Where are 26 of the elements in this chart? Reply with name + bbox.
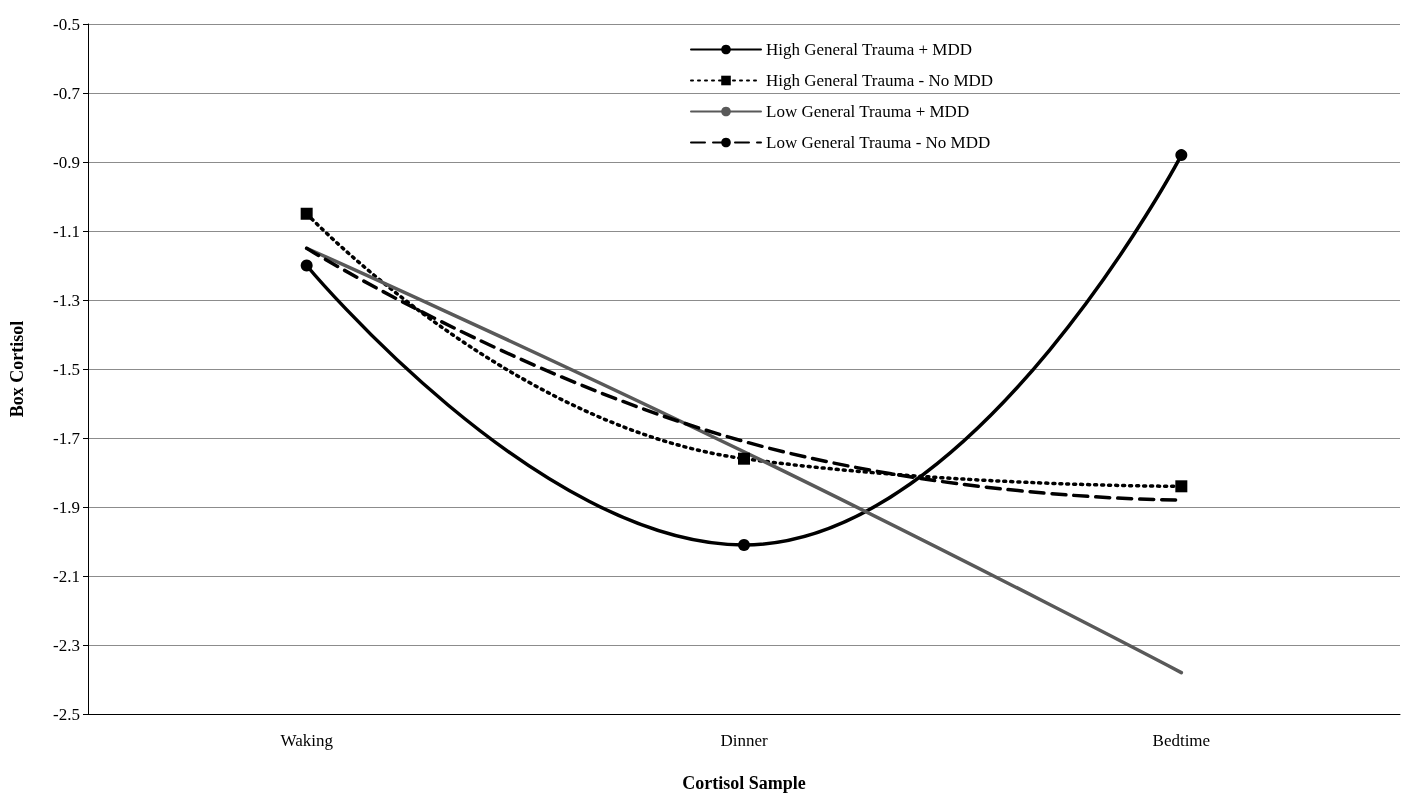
y-tick-label: -2.5 — [53, 704, 80, 724]
x-axis-title: Cortisol Sample — [682, 773, 806, 793]
legend-label: Low General Trauma + MDD — [766, 102, 970, 121]
y-tick-label: -1.7 — [53, 428, 81, 448]
y-axis-title: Box Cortisol — [7, 320, 27, 418]
y-tick-label: -0.7 — [53, 83, 81, 103]
x-tick-label: Bedtime — [1152, 731, 1211, 750]
x-tick-label: Waking — [280, 731, 334, 750]
point — [1175, 149, 1188, 162]
y-tick-label: -1.3 — [53, 290, 80, 310]
legend-label: High General Trauma + MDD — [766, 40, 973, 59]
y-tick-label: -1.5 — [53, 359, 80, 379]
point — [1175, 480, 1188, 493]
point — [738, 538, 750, 551]
y-tick-label: -1.9 — [53, 497, 80, 517]
point — [300, 207, 313, 220]
legend-label: High General Trauma - No MDD — [766, 71, 994, 90]
y-tick-label: -0.5 — [53, 14, 80, 34]
y-tick-label: -2.1 — [53, 566, 80, 586]
y-tick-label: -2.3 — [53, 635, 80, 655]
point — [300, 259, 313, 272]
x-tick-label: Dinner — [720, 731, 768, 750]
point — [738, 452, 750, 465]
y-tick-label: -0.9 — [53, 152, 80, 172]
legend-label: Low General Trauma - No MDD — [766, 133, 991, 152]
y-tick-label: -1.1 — [53, 221, 80, 241]
